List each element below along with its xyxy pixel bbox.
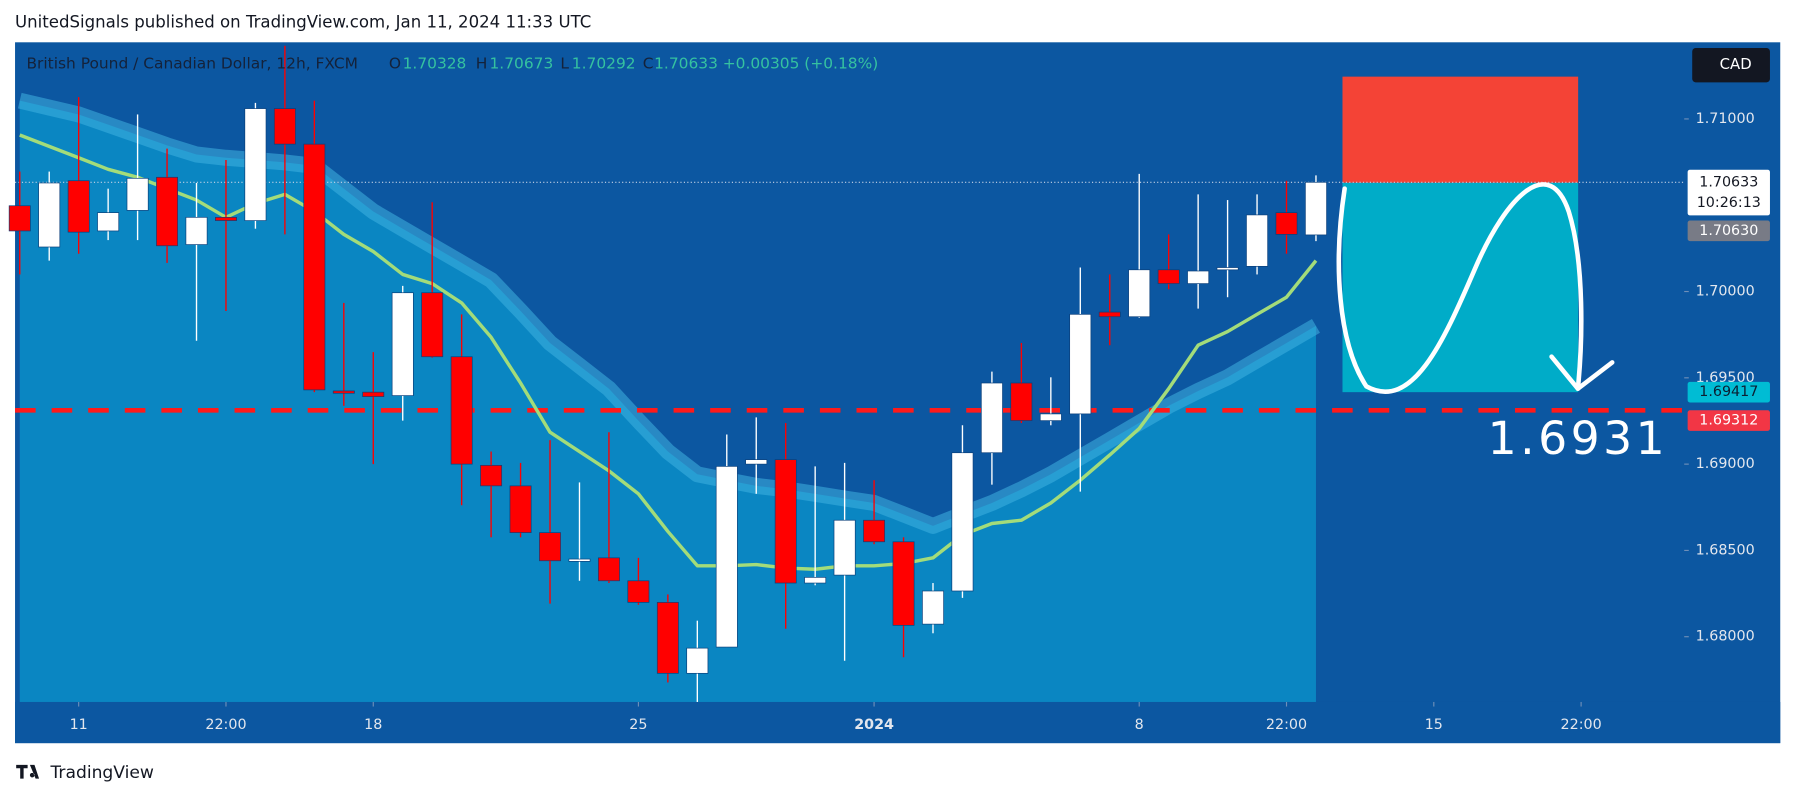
level-price: 1.69312 — [1699, 413, 1758, 429]
x-tick-label: 25 — [629, 717, 647, 733]
candle-body — [1246, 214, 1268, 267]
x-tick-label: 22:00 — [1561, 717, 1602, 733]
logo-mark — [16, 764, 40, 779]
legend-item: H — [476, 55, 488, 73]
target-price: 1.69417 — [1699, 384, 1758, 400]
candle-body — [1039, 413, 1062, 421]
candle-body — [1157, 269, 1180, 284]
candle-body — [273, 108, 296, 145]
target-zone — [1342, 182, 1579, 393]
y-tick-label: 1.70000 — [1696, 284, 1755, 300]
footer-brand: TradingView — [49, 763, 153, 783]
candle-body — [715, 466, 738, 648]
candle-body — [67, 180, 90, 233]
last-price: 1.70633 — [1699, 174, 1758, 190]
annotation: 1.6931 — [1488, 412, 1669, 465]
candle-body — [539, 532, 561, 562]
entry-price-box — [1687, 220, 1770, 242]
candle-body — [421, 292, 444, 358]
y-tick-label: 1.68000 — [1696, 629, 1755, 645]
x-tick-label: 22:00 — [205, 717, 246, 733]
header: UnitedSignals published on TradingView.c… — [15, 12, 591, 31]
candle-body — [8, 205, 31, 232]
x-tick-label: 11 — [70, 717, 88, 733]
candle-body — [745, 459, 768, 465]
chart-title: British Pound / Canadian Dollar, 12h, FX… — [26, 55, 357, 73]
candle-body — [774, 459, 797, 584]
x-tick-label: 18 — [364, 717, 382, 733]
legend-item: 1.70633 — [654, 55, 718, 73]
stop-zone — [1342, 76, 1579, 183]
candle-body — [892, 541, 915, 626]
y-tick-label: 1.71000 — [1696, 111, 1755, 127]
candle-body — [1128, 269, 1151, 318]
drawn-arrow — [1336, 182, 1584, 394]
band-area — [19, 100, 1316, 702]
candle-body — [97, 212, 120, 232]
candle-body — [1216, 267, 1239, 271]
countdown: 10:26:13 — [1697, 195, 1761, 211]
candle-body — [980, 382, 1003, 454]
candle-body — [391, 292, 414, 396]
candle-body — [509, 485, 532, 533]
candle-body — [38, 182, 61, 248]
currency-badge — [1692, 48, 1770, 83]
candle-body — [863, 519, 886, 543]
candle-body — [303, 143, 326, 391]
plot-area: 1.68000 1.68500 1.69000 1.69500 1.70000 1.710… — [8, 45, 1781, 744]
currency: CAD — [1720, 55, 1752, 73]
candle-body — [362, 391, 385, 397]
candle-body — [1010, 382, 1033, 421]
legend-item: 1.70673 — [489, 55, 553, 73]
candle-body — [1275, 212, 1298, 235]
target-price-box — [1687, 381, 1770, 403]
candle-body — [215, 216, 237, 221]
x-tick-label: 22:00 — [1266, 717, 1307, 733]
candle-body — [922, 590, 944, 625]
candle-body — [627, 580, 650, 603]
legend-item: C — [643, 55, 654, 73]
candle-body — [686, 647, 709, 674]
candle-body — [244, 108, 267, 221]
band-edge — [17, 92, 1320, 534]
candle-body — [480, 464, 503, 487]
y-tick-label: 1.68500 — [1696, 542, 1755, 558]
x-tick-label: 8 — [1135, 717, 1144, 733]
candle-body — [656, 602, 679, 674]
level-price-box — [1687, 410, 1770, 431]
last-price-box — [1687, 169, 1770, 216]
legend-item: 1.70328 — [403, 55, 467, 73]
candle-body — [1069, 313, 1092, 415]
candle-body — [804, 577, 827, 584]
candle-body — [1187, 270, 1210, 284]
candle-body — [1305, 181, 1327, 236]
candle-body — [568, 558, 591, 562]
candle-body — [450, 356, 473, 465]
entry-price: 1.70630 — [1699, 223, 1758, 239]
candle-body — [597, 557, 620, 582]
y-tick-label: 1.69500 — [1696, 370, 1755, 386]
candle-body — [126, 177, 149, 211]
footer-logo — [16, 764, 40, 779]
x-tick-label: 2024 — [854, 717, 894, 733]
ema-line — [19, 133, 1318, 571]
time-axis — [15, 701, 1781, 744]
y-tick-label: 1.69000 — [1696, 456, 1755, 472]
legend-item: O — [389, 55, 401, 73]
arrow-head — [1549, 354, 1615, 391]
candle-body — [1098, 311, 1121, 318]
legend-item: 1.70292 — [572, 55, 636, 73]
legend-item: +0.00305 (+0.18%) — [723, 55, 879, 73]
candle-body — [951, 452, 974, 592]
candle-body — [185, 216, 208, 245]
legend-item: L — [560, 55, 569, 73]
x-tick-label: 15 — [1425, 717, 1443, 733]
candle-body — [833, 519, 856, 576]
candle-body — [332, 390, 355, 394]
candle-body — [156, 176, 179, 247]
